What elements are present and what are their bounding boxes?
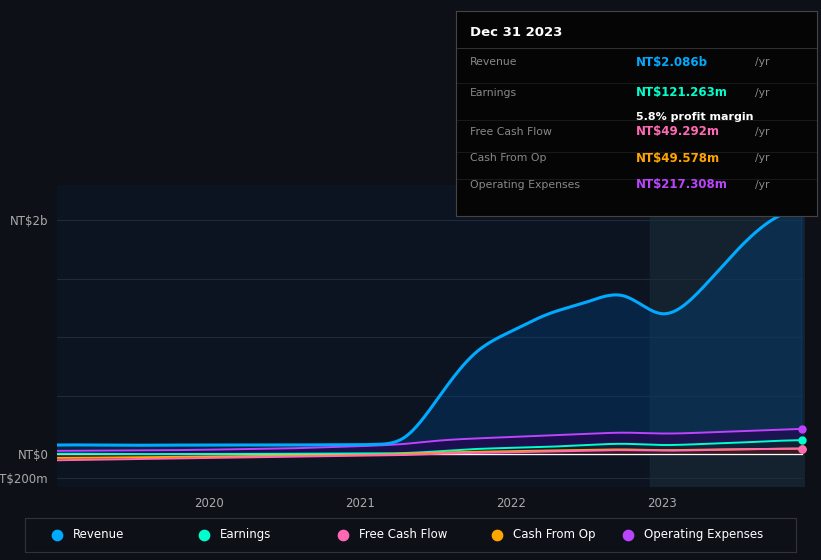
Text: NT$121.263m: NT$121.263m <box>636 86 728 100</box>
Text: 5.8% profit margin: 5.8% profit margin <box>636 113 754 123</box>
Text: Free Cash Flow: Free Cash Flow <box>470 127 552 137</box>
Point <box>490 530 503 539</box>
Text: Operating Expenses: Operating Expenses <box>470 180 580 190</box>
Text: Cash From Op: Cash From Op <box>470 153 547 164</box>
Text: NT$49.292m: NT$49.292m <box>636 125 720 138</box>
Text: /yr: /yr <box>755 88 770 98</box>
Text: Revenue: Revenue <box>73 528 125 542</box>
Text: /yr: /yr <box>755 127 770 137</box>
Point <box>795 424 808 433</box>
Text: /yr: /yr <box>755 180 770 190</box>
Point <box>795 206 808 214</box>
Text: Cash From Op: Cash From Op <box>513 528 596 542</box>
Point <box>197 530 210 539</box>
Text: Earnings: Earnings <box>470 88 517 98</box>
Point <box>336 530 349 539</box>
Point <box>50 530 63 539</box>
Text: NT$49.578m: NT$49.578m <box>636 152 720 165</box>
Text: Earnings: Earnings <box>220 528 271 542</box>
Text: /yr: /yr <box>755 153 770 164</box>
Point <box>795 444 808 453</box>
Text: Revenue: Revenue <box>470 57 517 67</box>
Text: NT$2.086b: NT$2.086b <box>636 56 709 69</box>
Text: NT$217.308m: NT$217.308m <box>636 179 728 192</box>
Text: Free Cash Flow: Free Cash Flow <box>359 528 447 542</box>
Text: Dec 31 2023: Dec 31 2023 <box>470 26 562 39</box>
Bar <box>650 185 806 487</box>
Point <box>795 436 808 445</box>
Point <box>795 444 808 453</box>
Point <box>621 530 635 539</box>
Text: Operating Expenses: Operating Expenses <box>644 528 764 542</box>
Text: /yr: /yr <box>755 57 770 67</box>
